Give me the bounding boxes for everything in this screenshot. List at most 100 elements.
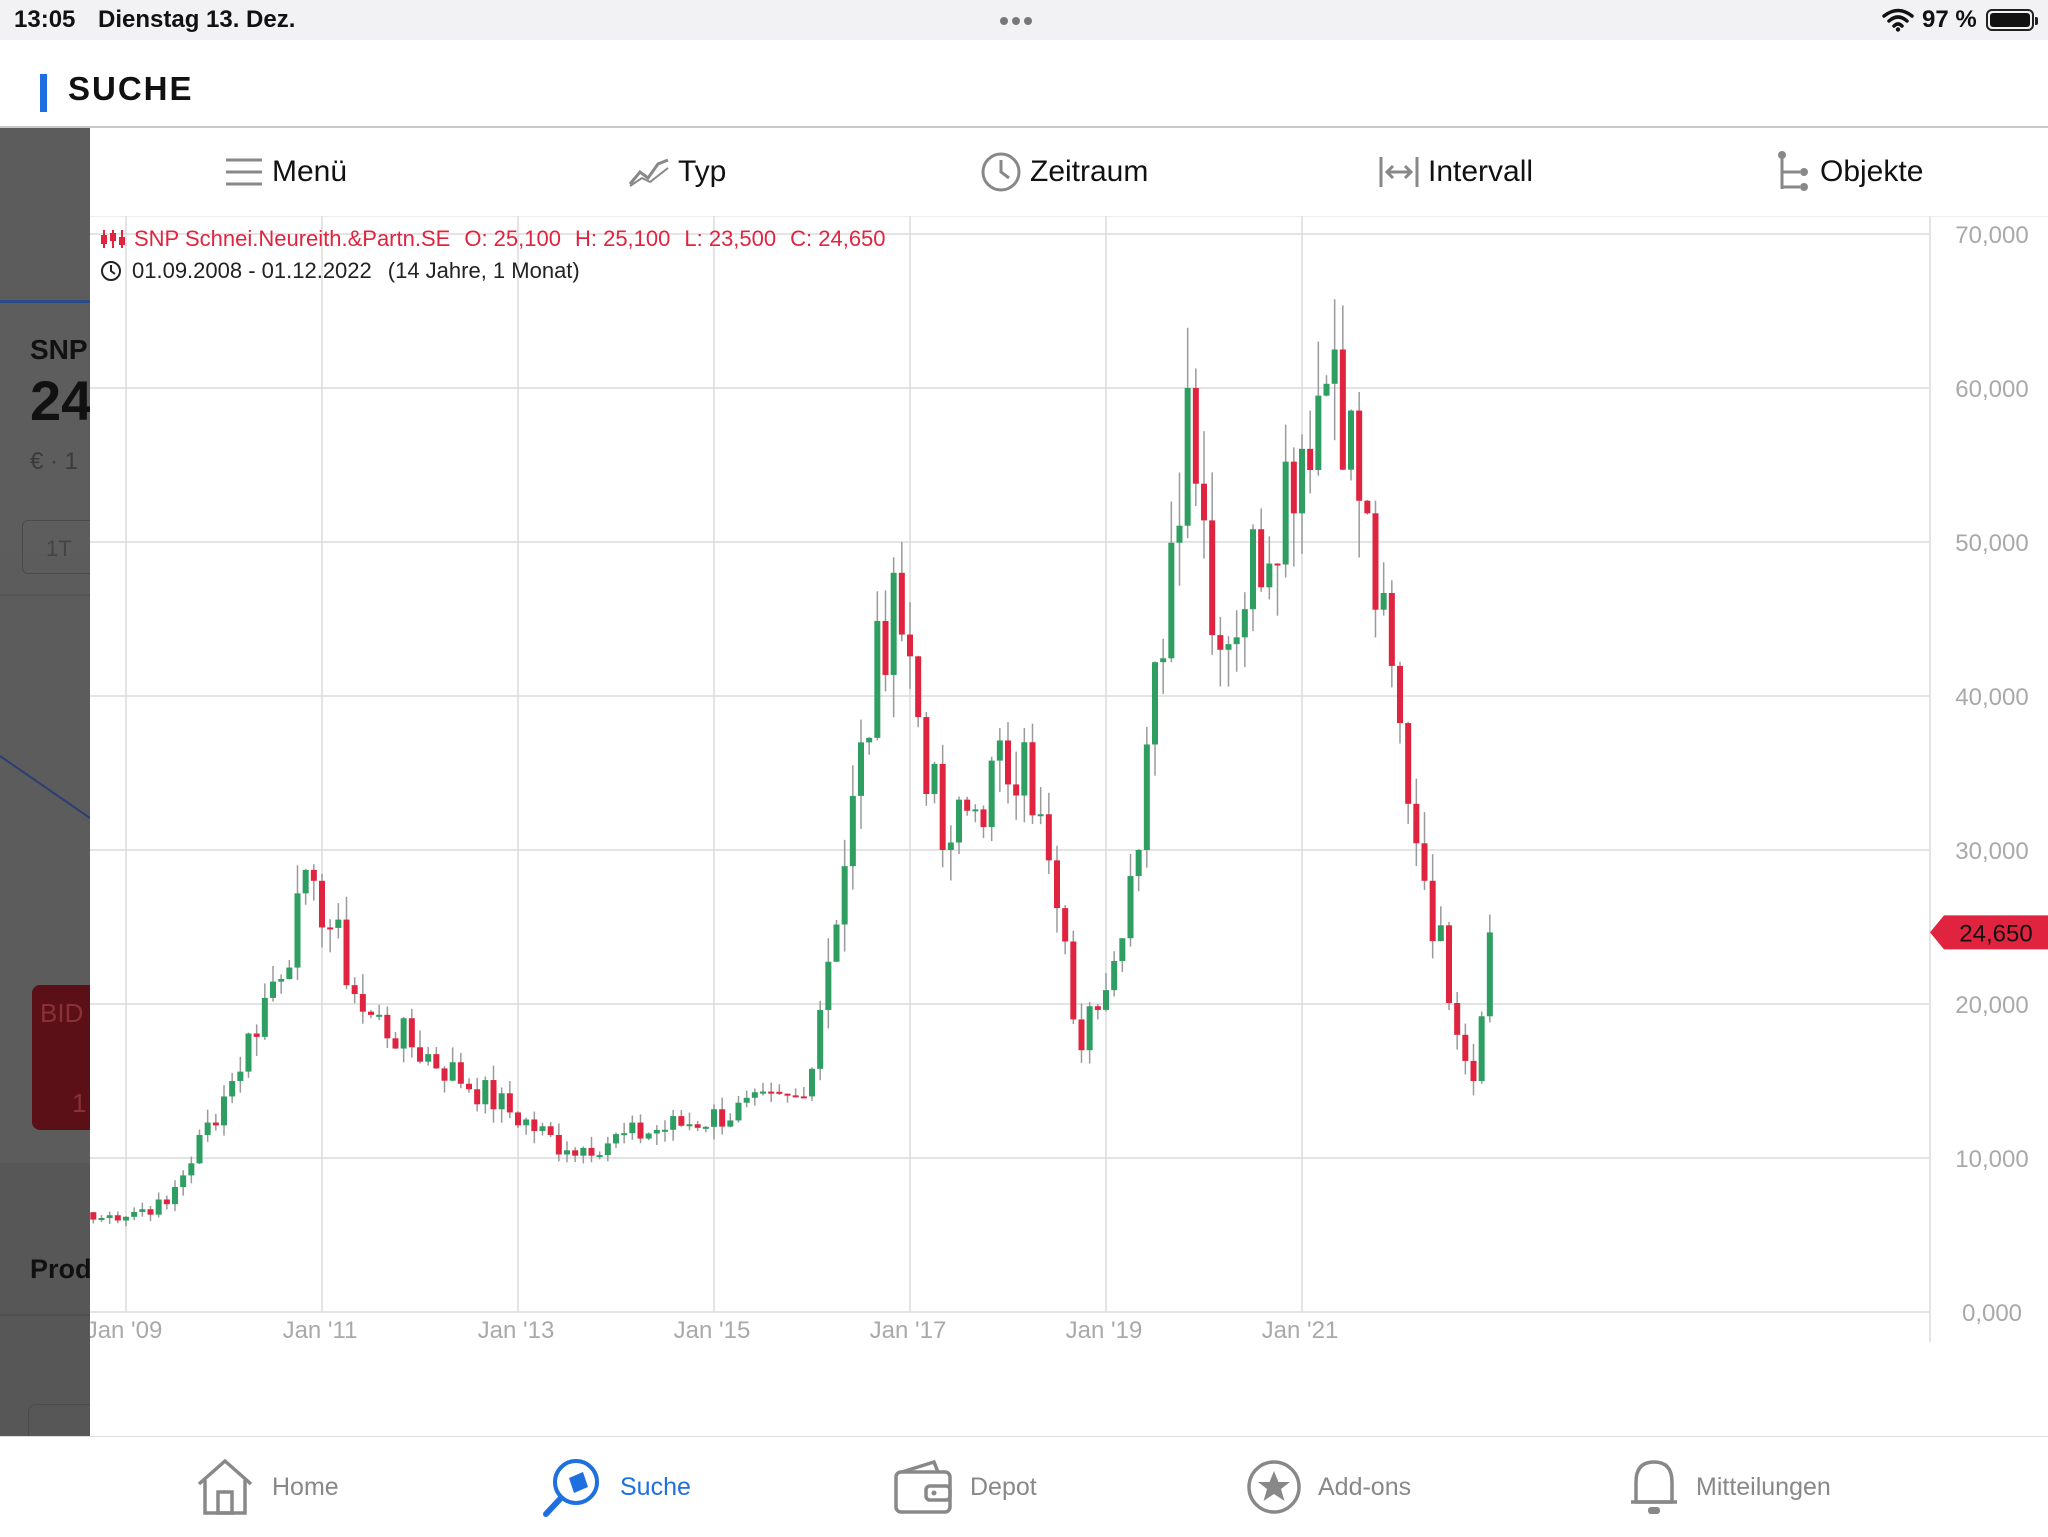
- chart-type-icon: [628, 158, 669, 187]
- chart-candle-down: [678, 1116, 685, 1126]
- chart-candle-up: [972, 809, 979, 812]
- chart-candle-up: [751, 1092, 758, 1098]
- nav-notifications[interactable]: Mitteilungen: [1628, 1455, 1831, 1519]
- chart-candle-up: [1184, 388, 1191, 526]
- chart-candle-down: [980, 809, 987, 828]
- chart-candle-up: [131, 1211, 138, 1217]
- chart-x-tick-label: Jan '17: [870, 1317, 947, 1344]
- nav-addons[interactable]: Add-ons: [1246, 1455, 1411, 1519]
- chart-candle-up: [221, 1096, 227, 1126]
- menu-icon: [226, 158, 262, 186]
- background-period-button: 1T: [46, 536, 72, 561]
- chart-candle-down: [441, 1068, 448, 1081]
- chart-candle-up: [106, 1215, 113, 1219]
- chart-candle-down: [1062, 908, 1069, 942]
- background-price: 24: [30, 369, 90, 432]
- chart-x-tick-label: Jan '11: [283, 1317, 358, 1344]
- chart-candle-up: [1250, 529, 1256, 610]
- background-detail-view: SNP 24 € · 1 1T BID 1 Prod: [0, 128, 90, 1436]
- chart-candle-down: [588, 1147, 595, 1156]
- chart-candle-down: [319, 880, 325, 928]
- chart-candle-up: [874, 620, 881, 738]
- chart-candle-down: [1029, 742, 1036, 816]
- chart-candle-up: [564, 1150, 570, 1155]
- chart-candle-down: [1421, 843, 1428, 881]
- chart-candle-down: [343, 919, 350, 986]
- chart-candle-down: [1201, 483, 1207, 521]
- wifi-icon: [1882, 8, 1914, 32]
- chart-candle-up: [735, 1102, 742, 1121]
- chart-candle-up: [482, 1080, 489, 1105]
- chart-candle-down: [1054, 860, 1060, 909]
- chart-candle-up: [1135, 850, 1142, 877]
- chart-candle-up: [956, 799, 962, 843]
- chart-candle-down: [555, 1134, 562, 1155]
- chart-candle-up: [1323, 383, 1330, 396]
- chart-candle-down: [1470, 1060, 1477, 1081]
- chart-candle-up: [98, 1218, 105, 1221]
- chart-candle-up: [809, 1068, 815, 1097]
- chart-candle-up: [743, 1097, 750, 1103]
- toolbar-objects-button[interactable]: Objekte: [1776, 148, 1923, 196]
- chart-candle-down: [1209, 520, 1216, 636]
- chart-candle-down: [547, 1126, 554, 1135]
- chart-area[interactable]: 0,000 10,000 20,000 30,000 40,000 50,000 60,00…: [90, 216, 2048, 1468]
- chart-candle-down: [792, 1095, 799, 1098]
- chart-candle-up: [858, 742, 864, 796]
- nav-depot[interactable]: Depot: [892, 1455, 1037, 1519]
- chart-candle-down: [1462, 1034, 1469, 1061]
- chart-candle-up: [1143, 744, 1150, 850]
- toolbar-menu-button[interactable]: Menü: [224, 148, 347, 196]
- background-section-title: Prod: [30, 1254, 90, 1284]
- chart-candle-up: [278, 979, 285, 982]
- chart-candle-up: [825, 961, 832, 1010]
- chart-candle-down: [784, 1093, 791, 1096]
- toolbar-period-label: Zeitraum: [1030, 155, 1149, 188]
- toolbar-type-button[interactable]: Typ: [628, 148, 726, 196]
- chart-candle-down: [212, 1122, 219, 1126]
- chart-candle-down: [474, 1089, 481, 1105]
- chart-candle-down: [327, 927, 334, 930]
- chart-candle-down: [490, 1080, 497, 1110]
- chart-candle-up: [1478, 1016, 1485, 1081]
- page-header: SUCHE: [0, 40, 2048, 128]
- chart-candle-up: [1225, 644, 1232, 650]
- chart-candle-down: [506, 1093, 513, 1113]
- toolbar-period-button[interactable]: Zeitraum: [980, 148, 1148, 196]
- home-icon: [197, 1459, 253, 1515]
- chart-candle-up: [1119, 938, 1126, 961]
- nav-home[interactable]: Home: [194, 1455, 339, 1519]
- chart-candle-down: [408, 1018, 415, 1048]
- candlestick-chart[interactable]: 0,000 10,000 20,000 30,000 40,000 50,000 60,00…: [90, 216, 2048, 1436]
- chart-candle-up: [645, 1133, 652, 1139]
- status-time: 13:05: [14, 6, 76, 33]
- legend-low: L: 23,500: [684, 226, 777, 251]
- toolbar-objects-label: Objekte: [1820, 155, 1924, 188]
- chart-candle-down: [114, 1215, 121, 1221]
- nav-home-label: Home: [272, 1472, 339, 1501]
- chart-toolbar: Menü Typ Zeitraum Intervall: [90, 128, 2048, 217]
- chart-candle-down: [1339, 349, 1346, 470]
- chart-candle-down: [898, 572, 905, 635]
- chart-x-tick-label: Jan '13: [478, 1317, 555, 1344]
- chart-candle-down: [768, 1091, 775, 1094]
- toolbar-interval-button[interactable]: Intervall: [1378, 148, 1533, 196]
- chart-candle-up: [890, 572, 897, 675]
- chart-candle-down: [637, 1122, 644, 1139]
- nav-search-label: Suche: [620, 1472, 691, 1501]
- nav-depot-label: Depot: [970, 1472, 1037, 1501]
- chart-candle-down: [882, 620, 889, 675]
- chart-candle-up: [302, 869, 309, 894]
- chart-y-tick-label: 60,000: [1955, 376, 2028, 403]
- chart-candle-up: [727, 1120, 734, 1127]
- candlestick-icon: [101, 230, 125, 248]
- multitask-dots-icon[interactable]: [1000, 12, 1036, 30]
- chart-y-tick-label: 20,000: [1955, 992, 2028, 1019]
- nav-search[interactable]: Suche: [542, 1455, 691, 1519]
- chart-candle-up: [996, 740, 1003, 761]
- chart-y-tick-label: 10,000: [1955, 1146, 2028, 1173]
- chart-candle-up: [1299, 448, 1305, 514]
- chart-candle-up: [621, 1133, 628, 1136]
- bell-icon: [1631, 1460, 1677, 1514]
- chart-candle-down: [253, 1033, 260, 1037]
